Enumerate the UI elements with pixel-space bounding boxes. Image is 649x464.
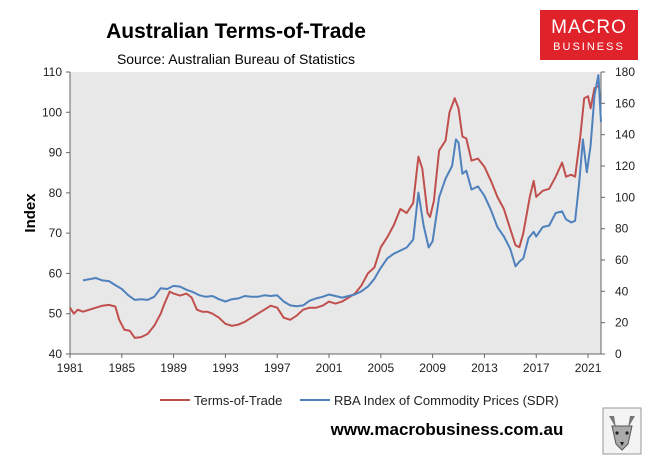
x-tick-label: 2013 bbox=[471, 361, 498, 375]
y-left-tick-label: 60 bbox=[49, 266, 63, 280]
x-tick-label: 2017 bbox=[523, 361, 550, 375]
y-right-tick-label: 80 bbox=[615, 222, 629, 236]
y-left-tick-label: 40 bbox=[49, 347, 63, 361]
legend-label-rba-index: RBA Index of Commodity Prices (SDR) bbox=[334, 393, 559, 408]
y-left-tick-label: 110 bbox=[43, 65, 62, 79]
chart-subtitle: Source: Australian Bureau of Statistics bbox=[117, 51, 355, 67]
chart-title: Australian Terms-of-Trade bbox=[106, 20, 366, 43]
y-right-tick-label: 120 bbox=[615, 159, 635, 173]
y-right-tick-label: 0 bbox=[615, 347, 622, 361]
logo-text-business: BUSINESS bbox=[553, 41, 625, 53]
fox-logo-icon bbox=[602, 407, 642, 455]
y-left-tick-label: 70 bbox=[49, 226, 63, 240]
x-ticks: 1981 1985 1989 1993 1997 2001 2005 2009 2013 2017… bbox=[57, 354, 602, 375]
x-tick-label: 1981 bbox=[57, 361, 84, 375]
y-left-tick-label: 50 bbox=[49, 307, 63, 321]
x-tick-label: 1989 bbox=[160, 361, 187, 375]
y-left-tick-label: 80 bbox=[49, 186, 63, 200]
x-tick-label: 1997 bbox=[264, 361, 291, 375]
logo-text-macro: MACRO bbox=[551, 17, 627, 38]
x-tick-label: 1985 bbox=[108, 361, 135, 375]
y-right-tick-label: 180 bbox=[615, 65, 635, 79]
y-right-tick-label: 160 bbox=[615, 96, 635, 110]
y-right-tick-label: 140 bbox=[615, 128, 635, 142]
legend-label-terms-of-trade: Terms-of-Trade bbox=[194, 393, 282, 408]
y-right-ticks: 0 20 40 60 80 100 120 140 160 180 bbox=[601, 65, 635, 361]
y-left-ticks: 40 50 60 70 80 90 100 110 bbox=[42, 65, 70, 361]
macro-business-logo: MACRO BUSINESS bbox=[540, 10, 638, 60]
x-tick-label: 2009 bbox=[419, 361, 446, 375]
x-tick-label: 1993 bbox=[212, 361, 239, 375]
y-axis-title: Index bbox=[22, 193, 39, 233]
series-lines bbox=[69, 74, 602, 339]
y-right-tick-label: 40 bbox=[615, 284, 629, 298]
legend: Terms-of-Trade RBA Index of Commodity Pr… bbox=[160, 393, 559, 408]
y-left-tick-label: 90 bbox=[49, 146, 63, 160]
series-line-rba-index-of-commodity-prices-sdr bbox=[82, 74, 602, 308]
x-tick-label: 2021 bbox=[575, 361, 602, 375]
x-tick-label: 2005 bbox=[367, 361, 394, 375]
y-right-tick-label: 100 bbox=[615, 190, 635, 204]
y-left-tick-label: 100 bbox=[42, 105, 62, 119]
logo-background bbox=[540, 10, 638, 60]
y-right-tick-label: 20 bbox=[615, 316, 629, 330]
x-tick-label: 2001 bbox=[316, 361, 343, 375]
y-right-tick-label: 60 bbox=[615, 253, 629, 267]
plot-area bbox=[70, 72, 601, 354]
website-url[interactable]: www.macrobusiness.com.au bbox=[330, 420, 564, 439]
